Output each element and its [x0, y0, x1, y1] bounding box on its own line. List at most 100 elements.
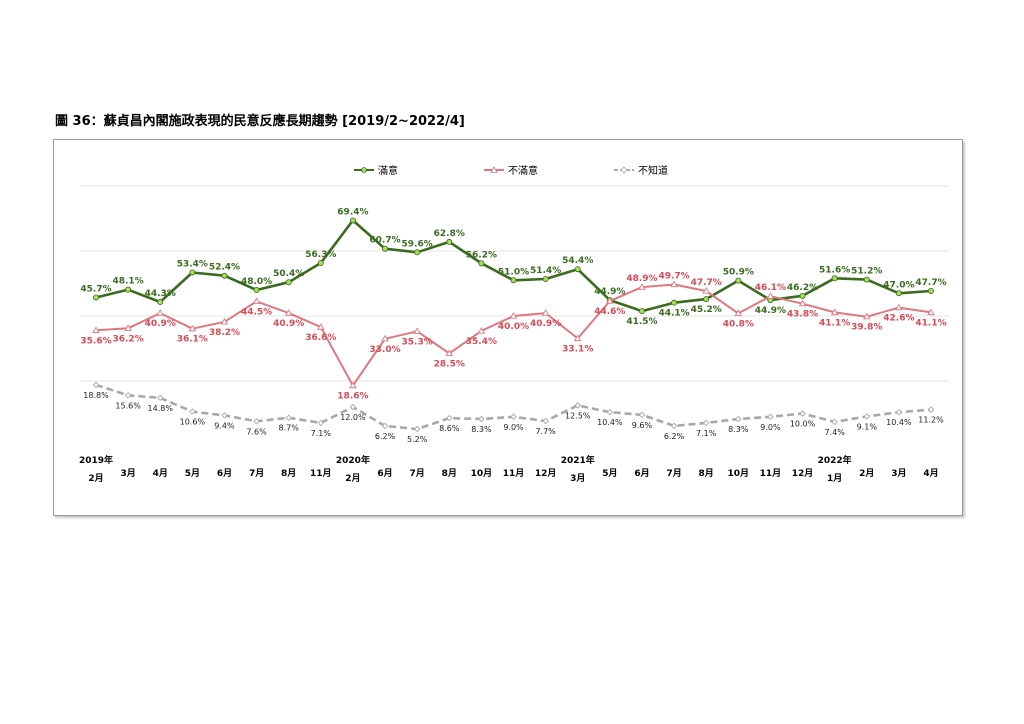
label-unknown-26: 11.2% [918, 416, 944, 425]
point-dissatisfied-7 [317, 323, 325, 330]
point-dissatisfied-13 [509, 312, 518, 319]
label-dissatisfied-4: 38.2% [209, 328, 240, 338]
tick-month-23: 1月 [827, 473, 842, 484]
point-satisfied-6 [285, 279, 292, 286]
data-labels: 45.7%48.1%44.3% 53.4% 52.4%48.0%50.4%56.3%… [80, 207, 946, 444]
chart-frame: 滿意 不滿意 不知道 45.7% 48.1% 44.3% 53.4% 52.4% 48.0% 5… [53, 139, 963, 516]
tick-month-16: 5月 [602, 468, 617, 479]
point-satisfied-22 [799, 292, 806, 299]
point-unknown-22 [799, 410, 806, 417]
label-unknown-3: 10.6% [180, 418, 206, 427]
tick-month-26: 4月 [923, 468, 938, 479]
tick-month-25: 3月 [891, 468, 906, 479]
label-satisfied-13: 51.0% [498, 267, 529, 277]
point-dissatisfied-9 [381, 334, 389, 342]
tick-month-19: 8月 [699, 468, 714, 479]
label-unknown-23: 7.4% [824, 428, 845, 437]
line-chart: 滿意 不滿意 不知道 45.7%48.1%44.3%53.4% 52.4%48.0%5… [79, 164, 949, 484]
point-dissatisfied-21 [766, 292, 775, 299]
label-dissatisfied-7: 36.6% [305, 333, 336, 343]
point-unknown-17 [638, 411, 646, 419]
point-satisfied-13 [510, 277, 517, 284]
label-unknown-9: 6.2% [375, 432, 396, 441]
tick-month-15: 3月 [570, 473, 585, 484]
label-dissatisfied-21: 46.1% [755, 283, 786, 293]
label-satisfied-9: 60.7% [369, 236, 400, 246]
point-unknown-5 [253, 418, 260, 425]
label-unknown-25: 10.4% [886, 418, 912, 427]
point-unknown-10 [413, 425, 421, 433]
point-unknown-18 [670, 422, 678, 430]
label-dissatisfied-2: 40.9% [145, 319, 176, 329]
label-unknown-1: 15.6% [115, 401, 141, 410]
point-satisfied-24 [863, 276, 870, 283]
point-dissatisfied-4 [220, 317, 229, 325]
label-satisfied-6: 50.4% [273, 269, 304, 279]
label-satisfied-25: 47.0% [883, 280, 914, 290]
label-unknown-20: 8.3% [728, 425, 749, 434]
point-satisfied-8 [349, 217, 356, 224]
point-unknown-23 [831, 418, 838, 426]
point-unknown-25 [895, 408, 903, 416]
label-dissatisfied-0: 35.6% [80, 336, 111, 346]
label-satisfied-20: 50.9% [723, 268, 754, 278]
point-unknown-13 [510, 413, 517, 420]
point-unknown-24 [863, 413, 871, 420]
label-unknown-5: 7.6% [246, 427, 267, 436]
point-satisfied-14 [542, 275, 549, 282]
point-dissatisfied-1 [124, 324, 132, 331]
legend-marker-0 [361, 167, 367, 173]
tick-month-7: 11月 [310, 468, 332, 479]
label-unknown-0: 18.8% [83, 391, 109, 400]
label-unknown-10: 5.2% [407, 435, 428, 444]
legend-label-2: 不知道 [638, 164, 668, 177]
point-satisfied-11 [446, 238, 453, 245]
tick-month-21: 11月 [760, 468, 782, 479]
point-dissatisfied-16 [606, 297, 614, 304]
label-dissatisfied-3: 36.1% [177, 335, 208, 345]
tick-month-24: 2月 [859, 468, 874, 479]
label-dissatisfied-16: 44.6% [594, 307, 625, 317]
gridlines [80, 185, 949, 382]
label-unknown-4: 9.4% [214, 421, 235, 430]
label-satisfied-14: 51.4% [530, 266, 561, 276]
point-unknown-1 [124, 392, 132, 399]
point-dissatisfied-23 [830, 308, 839, 316]
point-dissatisfied-22 [798, 299, 807, 307]
label-dissatisfied-24: 39.8% [851, 323, 882, 333]
point-unknown-0 [92, 381, 100, 389]
tick-month-4: 6月 [217, 468, 232, 479]
point-unknown-3 [189, 408, 196, 415]
label-unknown-16: 10.4% [597, 418, 623, 427]
tick-month-13: 11月 [503, 468, 525, 479]
point-dissatisfied-24 [862, 312, 871, 320]
point-satisfied-10 [414, 249, 421, 256]
tick-month-5: 7月 [249, 468, 264, 479]
label-unknown-19: 7.1% [696, 429, 717, 438]
tick-month-3: 5月 [185, 468, 200, 479]
label-unknown-14: 7.7% [535, 427, 556, 436]
label-unknown-2: 14.8% [148, 404, 174, 413]
label-dissatisfied-25: 42.6% [883, 314, 914, 324]
point-dissatisfied-0 [92, 326, 100, 333]
point-satisfied-17 [638, 308, 645, 315]
point-dissatisfied-14 [541, 309, 550, 316]
label-satisfied-8: 69.4% [337, 207, 368, 217]
label-satisfied-19: 45.2% [691, 305, 722, 315]
label-satisfied-12: 56.2% [466, 250, 497, 260]
label-satisfied-10: 59.6% [402, 239, 433, 249]
tick-month-1: 3月 [120, 468, 135, 479]
label-dissatisfied-13: 40.0% [498, 322, 529, 332]
point-unknown-21 [767, 413, 774, 420]
label-unknown-6: 8.7% [279, 424, 300, 433]
tick-year-15: 2021年 [561, 454, 595, 466]
point-unknown-11 [446, 414, 453, 422]
point-dissatisfied-11 [445, 349, 454, 357]
label-unknown-7: 7.1% [311, 429, 332, 438]
point-dissatisfied-18 [670, 280, 678, 288]
label-satisfied-22: 46.2% [787, 283, 818, 293]
point-dissatisfied-8 [349, 381, 357, 389]
legend-marker-1 [490, 166, 498, 173]
point-dissatisfied-6 [284, 309, 293, 316]
label-dissatisfied-1: 36.2% [112, 334, 143, 344]
